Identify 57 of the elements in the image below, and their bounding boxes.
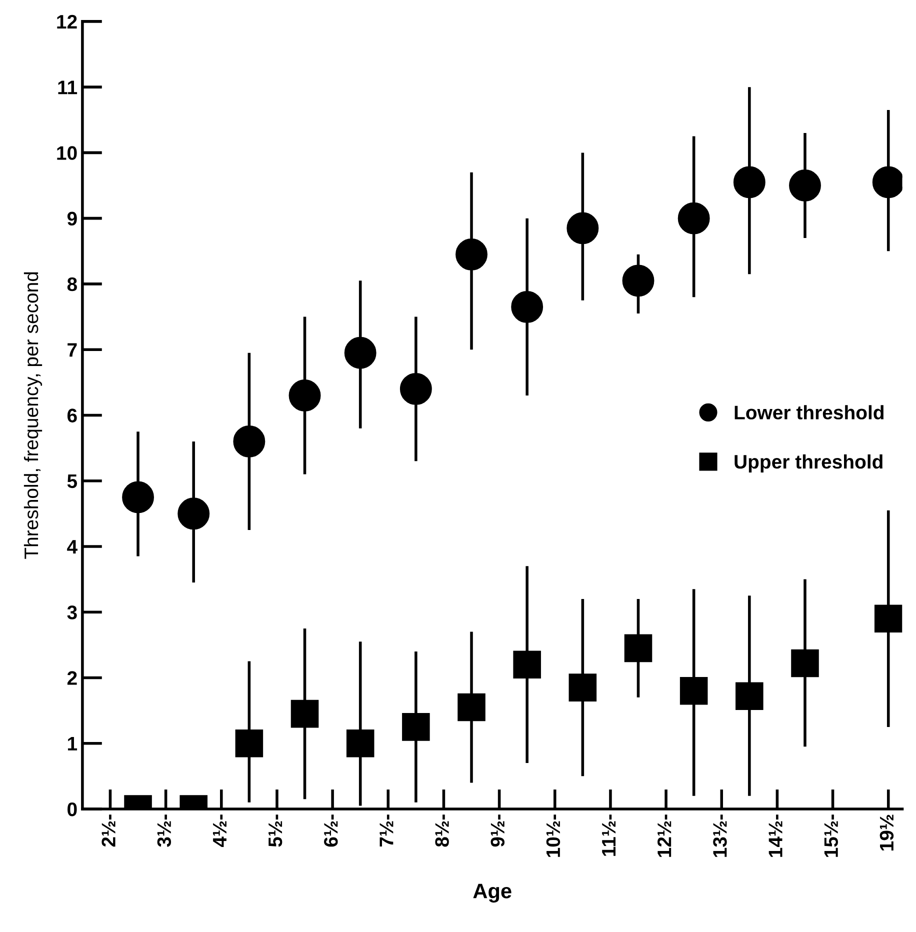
x-tick-label: 14½- (768, 814, 782, 857)
point (400, 372, 432, 405)
x-tick-label: 15½- (824, 814, 838, 857)
x-tick-label: 4½- (212, 814, 226, 848)
x-tick-label: 11½- (602, 814, 616, 856)
x-tick-label: 2½- (102, 814, 116, 847)
x-tick-label: 9½- (490, 814, 505, 847)
legend-label: Lower threshold (734, 405, 884, 420)
point (791, 649, 819, 678)
point (566, 212, 599, 244)
point (874, 604, 902, 633)
y-axis-title: Threshold, frequency, per second (24, 272, 42, 559)
x-axis-title: Age (473, 884, 512, 903)
x-tick-label: 8½- (435, 814, 449, 847)
x-tick-label: 7½- (380, 814, 394, 847)
y-tick-label: 7 (68, 343, 77, 357)
point (789, 170, 821, 202)
point (233, 425, 266, 458)
y-tick-label: 4 (67, 540, 78, 554)
y-tick-label: 10 (57, 146, 77, 160)
point (622, 264, 654, 297)
point (346, 729, 374, 758)
legend-label: Upper threshold (734, 454, 882, 473)
point (122, 481, 154, 514)
y-tick-label: 11 (58, 80, 78, 94)
x-tick-label: 10½- (546, 814, 560, 857)
y-tick-label: 8 (67, 277, 77, 292)
point (458, 693, 486, 722)
point (624, 634, 652, 662)
x-tick-label: 5½- (268, 814, 282, 847)
point (680, 676, 708, 705)
point (678, 202, 710, 234)
point (402, 713, 430, 741)
point (733, 166, 766, 198)
x-tick-label: 13½- (713, 814, 727, 857)
y-tick-label: 3 (67, 606, 77, 620)
point (568, 674, 597, 702)
x-tick-label: 6½- (324, 814, 338, 847)
y-tick-label: 5 (67, 474, 78, 488)
x-tick-label: 12½- (657, 814, 672, 857)
point (344, 336, 376, 369)
x-tick-label: 3½- (157, 814, 172, 847)
y-tick-label: 6 (67, 408, 77, 422)
y-tick-label: 0 (68, 802, 77, 816)
y-tick-label: 2 (67, 671, 77, 685)
point (511, 290, 544, 323)
point (235, 729, 264, 758)
y-tick-label: 12 (57, 14, 77, 28)
y-tick-label: 9 (67, 212, 77, 226)
x-tick-label: 19½ (880, 814, 894, 850)
point (736, 682, 764, 710)
point (513, 650, 541, 678)
point (288, 380, 321, 412)
point (456, 238, 488, 270)
point (290, 700, 319, 728)
point (178, 498, 210, 530)
y-tick-label: 1 (68, 737, 78, 750)
